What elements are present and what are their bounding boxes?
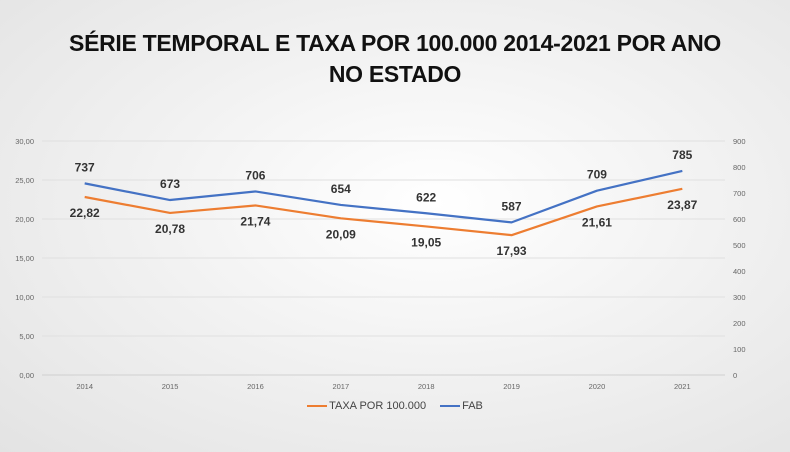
y-right-tick-label: 200 xyxy=(733,319,746,328)
y-right-tick-label: 400 xyxy=(733,267,746,276)
legend: TAXA POR 100.000 FAB xyxy=(0,400,790,412)
y-right-tick-label: 700 xyxy=(733,189,746,198)
data-label-fab: 709 xyxy=(587,168,607,182)
legend-swatch-fab xyxy=(440,405,461,407)
data-label-fab: 654 xyxy=(331,182,351,196)
data-label-taxa: 20,09 xyxy=(326,227,356,241)
y-left-tick-label: 15,00 xyxy=(15,254,34,263)
legend-item-taxa: TAXA POR 100.000 xyxy=(307,400,426,412)
y-left-tick-label: 30,00 xyxy=(15,137,34,146)
x-tick-label: 2014 xyxy=(76,382,93,391)
x-tick-label: 2019 xyxy=(503,382,520,391)
legend-label-taxa: TAXA POR 100.000 xyxy=(329,400,427,412)
data-label-fab: 587 xyxy=(502,199,522,213)
y-right-tick-label: 900 xyxy=(733,137,746,146)
data-label-fab: 706 xyxy=(245,168,265,182)
x-tick-label: 2020 xyxy=(589,382,606,391)
y-right-tick-label: 100 xyxy=(733,345,746,354)
y-left-tick-label: 20,00 xyxy=(15,215,34,224)
data-label-taxa: 20,78 xyxy=(155,222,185,236)
data-label-fab: 622 xyxy=(416,190,436,204)
series-line-fab xyxy=(84,169,683,224)
data-label-taxa: 21,74 xyxy=(240,214,270,228)
data-label-fab: 673 xyxy=(160,177,180,191)
y-right-tick-label: 800 xyxy=(733,163,746,172)
x-tick-label: 2017 xyxy=(332,382,349,391)
data-label-fab: 785 xyxy=(672,148,692,162)
y-right-tick-label: 500 xyxy=(733,241,746,250)
y-right-tick-label: 300 xyxy=(733,293,746,302)
legend-item-fab: FAB xyxy=(440,400,483,412)
data-label-taxa: 22,82 xyxy=(70,206,100,220)
y-right-tick-label: 0 xyxy=(733,371,737,380)
x-tick-label: 2016 xyxy=(247,382,264,391)
y-right-tick-label: 600 xyxy=(733,215,746,224)
data-label-taxa: 21,61 xyxy=(582,215,612,229)
y-left-tick-label: 5,00 xyxy=(19,332,34,341)
data-label-fab: 737 xyxy=(75,160,95,174)
legend-swatch-taxa xyxy=(307,405,328,407)
data-label-taxa: 17,93 xyxy=(497,244,527,258)
y-left-tick-label: 10,00 xyxy=(15,293,34,302)
y-left-tick-label: 0,00 xyxy=(19,371,34,380)
chart-title-line-2: NO ESTADO xyxy=(328,61,462,87)
series-line-taxa xyxy=(84,187,683,237)
x-tick-label: 2018 xyxy=(418,382,435,391)
legend-label-fab: FAB xyxy=(462,400,483,412)
x-tick-label: 2015 xyxy=(162,382,179,391)
y-left-tick-label: 25,00 xyxy=(15,176,34,185)
data-label-taxa: 19,05 xyxy=(411,235,441,249)
x-tick-label: 2021 xyxy=(674,382,691,391)
chart-title: SÉRIE TEMPORAL E TAXA POR 100.000 2014-2… xyxy=(0,28,790,90)
chart-title-line-1: SÉRIE TEMPORAL E TAXA POR 100.000 2014-2… xyxy=(69,30,721,56)
data-label-taxa: 23,87 xyxy=(667,198,697,212)
